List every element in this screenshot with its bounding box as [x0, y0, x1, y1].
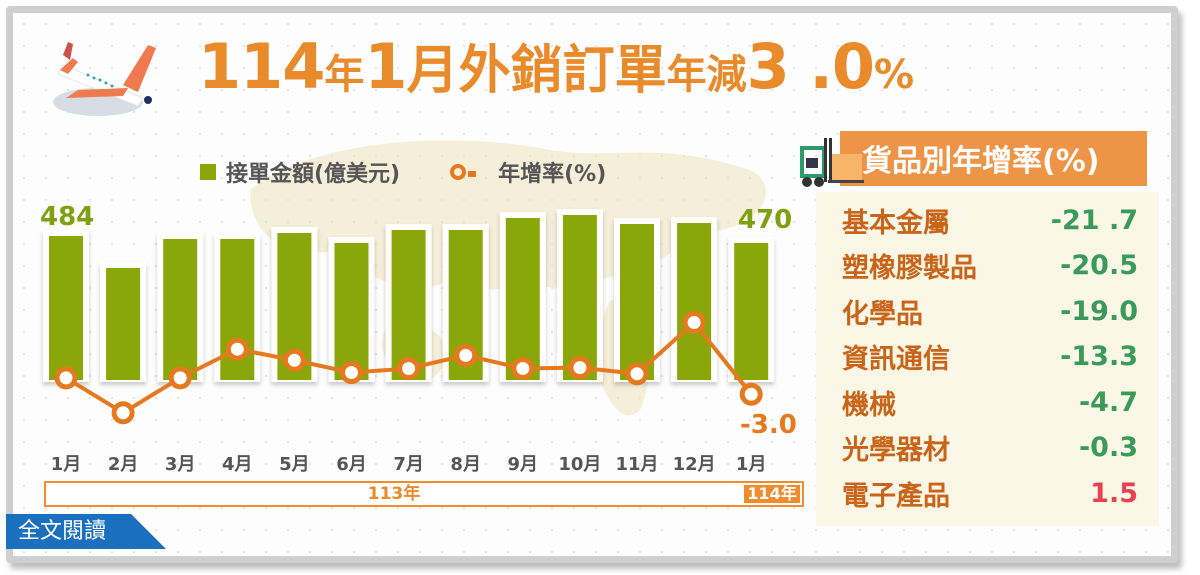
x-axis-label: 10月 — [558, 454, 601, 475]
product-growth-value: -21 .7 — [1050, 204, 1138, 236]
x-axis-label: 4月 — [222, 454, 253, 475]
bar-legend-swatch — [200, 164, 216, 180]
product-growth-panel — [816, 192, 1159, 526]
title-percent-sign: % — [874, 52, 915, 98]
bar — [505, 218, 540, 380]
x-axis-label: 8月 — [450, 454, 481, 475]
growth-point — [454, 343, 478, 367]
first-bar-value-label: 484 — [40, 202, 94, 232]
title-month: 1 — [364, 30, 407, 103]
bar — [677, 223, 712, 380]
growth-point — [168, 366, 192, 390]
title-month-unit: 月 — [406, 41, 459, 101]
product-growth-value: 1.5 — [1090, 477, 1138, 509]
bar — [620, 224, 654, 380]
product-name: 電子產品 — [842, 480, 950, 512]
line-legend-marker-icon — [450, 164, 477, 180]
product-row: 化學品 -19.0 — [842, 289, 1138, 333]
growth-point — [739, 382, 763, 406]
title-year-unit: 年 — [324, 52, 365, 98]
growth-point — [225, 337, 249, 361]
product-growth-value: -20.5 — [1060, 250, 1138, 281]
x-axis-label: 11月 — [615, 454, 658, 475]
bar — [49, 236, 83, 380]
product-name: 化學品 — [842, 298, 923, 330]
title-subject: 外銷訂單 — [458, 41, 667, 101]
product-growth-value: -0.3 — [1078, 432, 1138, 463]
airplane-icon — [53, 42, 156, 116]
forklift-icon — [800, 138, 864, 187]
chart-legend: 接單金額(億美元) 年增率(%) — [200, 156, 606, 188]
x-axis-label: 2月 — [108, 454, 139, 475]
product-growth-value: -4.7 — [1078, 386, 1138, 418]
product-name: 光學器材 — [842, 435, 950, 466]
growth-point — [111, 401, 135, 425]
year-band: 113年 114年 — [44, 481, 804, 507]
bar — [734, 243, 769, 380]
bar — [391, 230, 426, 380]
growth-point — [682, 311, 706, 335]
x-axis-label: 3月 — [165, 454, 196, 475]
title-year: 114 — [198, 30, 325, 103]
panel-title: 貨品別年增率(%) — [840, 131, 1147, 186]
growth-point — [282, 348, 306, 372]
title-percent: 3 .0 — [746, 30, 875, 103]
x-axis-label: 1月 — [736, 454, 767, 475]
orders-chart: 1月 2月 3月 4月 5月 6月 7月 8月 9月 10月 11月 12月 1月 484 470 -3.0 — [40, 202, 797, 475]
bar — [106, 268, 141, 380]
product-row: 塑橡膠製品 -20.5 — [842, 244, 1138, 288]
product-name: 塑橡膠製品 — [842, 253, 977, 284]
x-axis-label: 9月 — [508, 454, 539, 475]
bar — [562, 215, 597, 380]
title-change: 年減 — [666, 52, 747, 98]
x-axis-label: 1月 — [51, 454, 82, 475]
growth-point — [511, 356, 535, 380]
product-row: 光學器材 -0.3 — [842, 426, 1138, 470]
product-row: 電子產品 1.5 — [842, 471, 1138, 515]
last-bar-value-label: 470 — [738, 205, 792, 235]
bar — [334, 243, 369, 380]
product-growth-value: -19.0 — [1060, 295, 1138, 327]
x-axis-label: 7月 — [393, 454, 424, 475]
product-row: 資訊通信 -13.3 — [842, 335, 1138, 379]
growth-point — [54, 366, 78, 390]
growth-point — [625, 362, 649, 386]
last-rate-value-label: -3.0 — [740, 410, 797, 440]
bar-legend-label: 接單金額(億美元) — [226, 162, 401, 187]
line-legend-label: 年增率(%) — [498, 162, 607, 187]
x-axis-label: 5月 — [279, 454, 310, 475]
product-name: 機械 — [842, 389, 896, 421]
year-114-label: 114年 — [743, 484, 801, 504]
product-name: 資訊通信 — [842, 344, 950, 375]
product-growth-value: -13.3 — [1060, 341, 1138, 372]
growth-point — [568, 356, 592, 380]
bar — [163, 239, 198, 380]
x-axis-label: 6月 — [336, 454, 367, 475]
product-row: 機械 -4.7 — [842, 380, 1138, 424]
product-name: 基本金屬 — [842, 207, 950, 239]
product-row: 基本金屬 -21 .7 — [842, 198, 1138, 242]
year-113-label: 113年 — [367, 484, 421, 504]
x-axis-label: 12月 — [673, 454, 716, 475]
growth-point — [397, 356, 421, 380]
page-title: 114年1月外銷訂單年減3 .0% — [198, 36, 914, 98]
growth-point — [340, 361, 363, 385]
